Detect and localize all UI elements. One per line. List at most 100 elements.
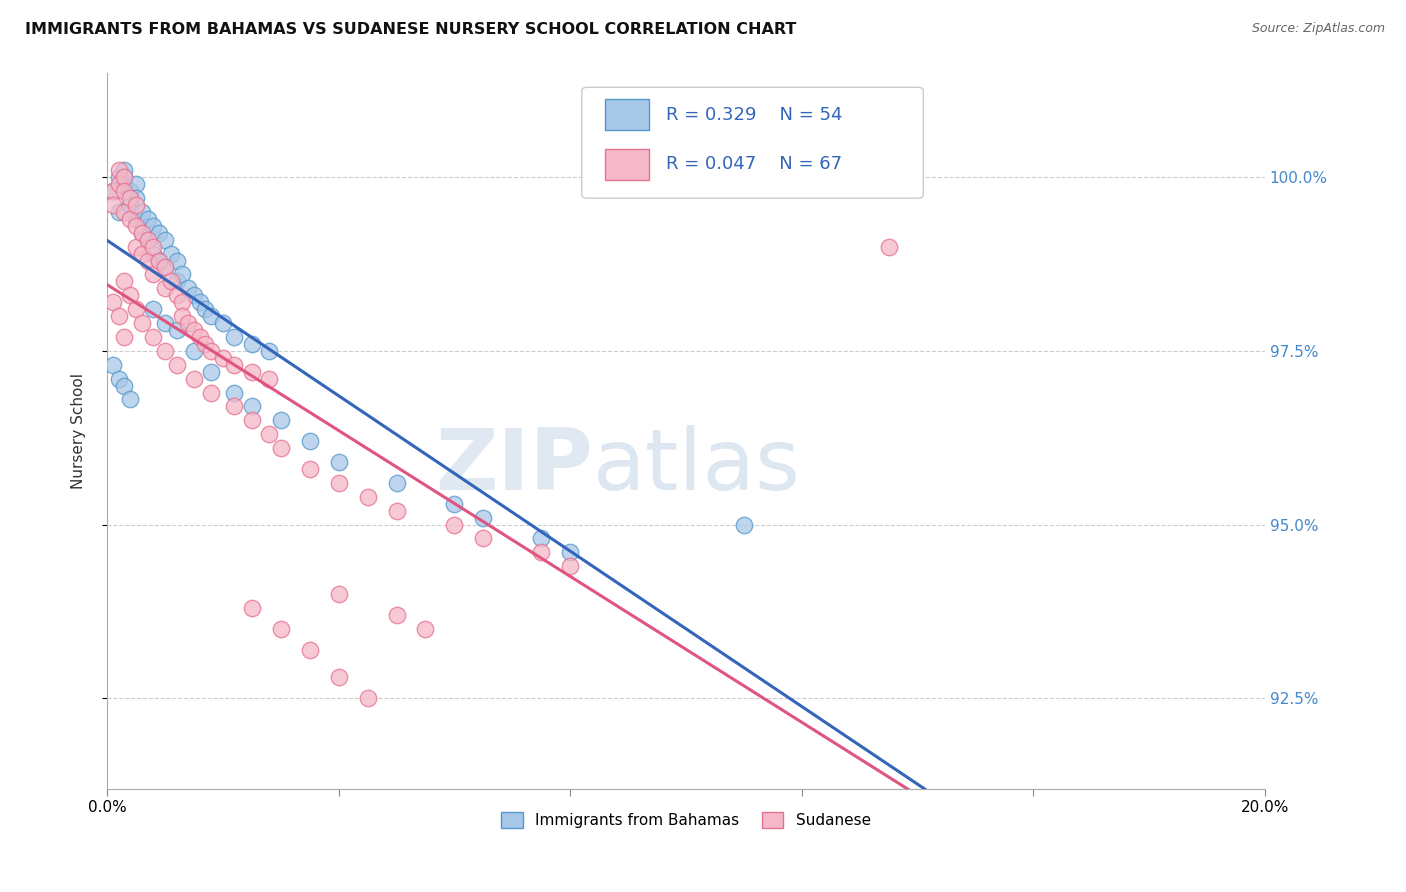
Point [200,365,222,379]
Point [194,337,217,351]
Point [131,226,153,240]
Point [107,205,129,219]
Bar [605,149,650,180]
Point [107,177,129,191]
Point [240,337,263,351]
Point [120,288,142,302]
Point [142,240,165,254]
Point [224,400,246,414]
Point [125,302,148,317]
Point [560,545,582,559]
Point [530,532,553,546]
Point [142,268,165,282]
Point [240,601,263,615]
Point [107,163,129,178]
Point [385,503,408,517]
Point [114,184,136,198]
Point [101,358,124,372]
Point [166,358,188,372]
Point [148,253,170,268]
Point [733,517,755,532]
Point [131,246,153,260]
Point [188,295,211,310]
Point [270,441,292,455]
Point [298,434,321,449]
Point [224,358,246,372]
Point [114,170,136,185]
Point [166,253,188,268]
Point [270,622,292,636]
Point [125,240,148,254]
Point [188,330,211,344]
Point [114,205,136,219]
Point [356,691,378,706]
Point [114,177,136,191]
Point [120,211,142,226]
Point [877,240,900,254]
Point [183,343,205,358]
Point [240,400,263,414]
Point [136,211,159,226]
Point [183,323,205,337]
Point [328,670,350,684]
Point [107,309,129,323]
Point [298,642,321,657]
Point [131,226,153,240]
Point [153,316,176,330]
Point [101,184,124,198]
Point [153,281,176,295]
Text: R = 0.329    N = 54: R = 0.329 N = 54 [666,105,842,124]
Text: ZIP: ZIP [436,425,593,508]
Point [153,233,176,247]
Point [153,343,176,358]
Point [328,475,350,490]
Point [385,607,408,622]
Point [142,330,165,344]
Point [257,343,280,358]
Point [114,330,136,344]
Point [560,559,582,574]
Point [172,309,194,323]
Point [224,385,246,400]
Point [443,517,465,532]
Point [177,281,200,295]
Point [166,288,188,302]
Point [120,198,142,212]
Point [114,274,136,288]
Point [224,330,246,344]
Point [125,177,148,191]
Point [183,371,205,385]
Point [328,587,350,601]
Point [257,427,280,442]
Point [125,211,148,226]
Point [177,316,200,330]
Point [472,532,495,546]
Point [120,191,142,205]
Point [114,378,136,392]
Point [107,170,129,185]
Point [472,510,495,524]
Point [148,253,170,268]
Point [212,316,235,330]
Point [101,295,124,310]
Point [212,351,235,365]
Point [153,260,176,275]
Point [385,475,408,490]
Y-axis label: Nursery School: Nursery School [72,373,86,489]
Point [240,365,263,379]
Point [142,219,165,233]
Point [183,288,205,302]
Point [120,392,142,407]
Point [166,274,188,288]
Point [136,233,159,247]
Point [136,233,159,247]
Point [415,622,437,636]
Point [159,274,181,288]
Point [142,302,165,317]
Point [114,163,136,178]
Point [125,191,148,205]
Point [172,268,194,282]
FancyBboxPatch shape [582,87,924,198]
Point [194,302,217,317]
Point [148,226,170,240]
